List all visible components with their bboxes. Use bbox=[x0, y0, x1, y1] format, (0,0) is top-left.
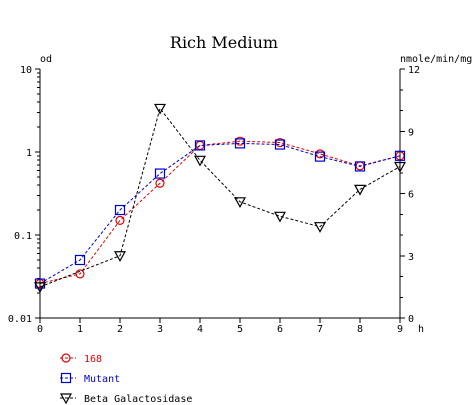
right-y-tick-label: 3 bbox=[408, 252, 414, 263]
legend-label: Beta Galactosidase bbox=[84, 394, 192, 405]
right-y-tick-label: 12 bbox=[408, 65, 420, 76]
data-point bbox=[155, 178, 165, 188]
x-axis-unit-label: h bbox=[418, 324, 424, 335]
legend-item: Mutant bbox=[60, 372, 120, 385]
data-point bbox=[273, 211, 287, 223]
data-point bbox=[74, 254, 86, 266]
x-tick-label: 7 bbox=[317, 324, 323, 335]
x-tick-label: 2 bbox=[117, 324, 123, 335]
data-point bbox=[354, 161, 366, 172]
data-point bbox=[194, 140, 206, 151]
data-point bbox=[394, 150, 406, 161]
data-point bbox=[33, 282, 47, 294]
left-y-tick-label: 0.1 bbox=[14, 231, 32, 242]
data-point bbox=[75, 269, 85, 279]
x-tick-label: 0 bbox=[37, 324, 43, 335]
left-axis-unit-label: od bbox=[40, 54, 52, 65]
series-line bbox=[39, 142, 401, 284]
legend: 168 Mutant Beta Galactosidase bbox=[59, 353, 192, 405]
data-point bbox=[274, 139, 286, 150]
x-tick-label: 4 bbox=[197, 324, 203, 335]
chart-title: Rich Medium bbox=[170, 33, 278, 52]
right-axis-unit-label: nmole/min/mg bbox=[400, 54, 472, 65]
right-y-tick-label: 9 bbox=[408, 127, 414, 138]
data-point bbox=[313, 222, 327, 233]
data-point bbox=[193, 155, 207, 167]
series-2 bbox=[33, 103, 407, 294]
right-y-tick-label: 0 bbox=[408, 314, 414, 325]
data-point bbox=[113, 251, 127, 262]
series-line bbox=[39, 107, 401, 288]
data-point bbox=[314, 151, 326, 162]
series-line bbox=[39, 140, 401, 285]
data-point bbox=[233, 197, 247, 209]
legend-marker bbox=[61, 353, 71, 363]
legend-item: Beta Galactosidase bbox=[59, 393, 192, 405]
data-point bbox=[114, 204, 126, 216]
series-group bbox=[33, 103, 407, 294]
legend-item: 168 bbox=[60, 353, 102, 365]
data-point bbox=[115, 215, 125, 225]
x-tick-label: 1 bbox=[77, 324, 83, 335]
legend-marker bbox=[59, 393, 73, 405]
x-tick-label: 3 bbox=[157, 324, 163, 335]
x-tick-label: 8 bbox=[357, 324, 363, 335]
legend-marker bbox=[60, 372, 72, 384]
data-point bbox=[154, 168, 166, 179]
data-point bbox=[234, 138, 246, 149]
left-y-tick-label: 10 bbox=[20, 65, 32, 76]
series-1 bbox=[34, 138, 406, 289]
x-tick-label: 9 bbox=[397, 324, 403, 335]
x-tick-label: 5 bbox=[237, 324, 243, 335]
data-point bbox=[353, 184, 367, 196]
data-point bbox=[393, 161, 407, 173]
left-y-tick-label: 0.01 bbox=[8, 314, 32, 325]
x-tick-label: 6 bbox=[277, 324, 283, 335]
right-y-tick-label: 6 bbox=[408, 190, 414, 201]
left-y-tick-label: 1 bbox=[26, 148, 32, 159]
series-0 bbox=[35, 136, 405, 289]
legend-label: 168 bbox=[84, 354, 102, 365]
data-point bbox=[153, 103, 167, 115]
legend-label: Mutant bbox=[84, 374, 120, 385]
